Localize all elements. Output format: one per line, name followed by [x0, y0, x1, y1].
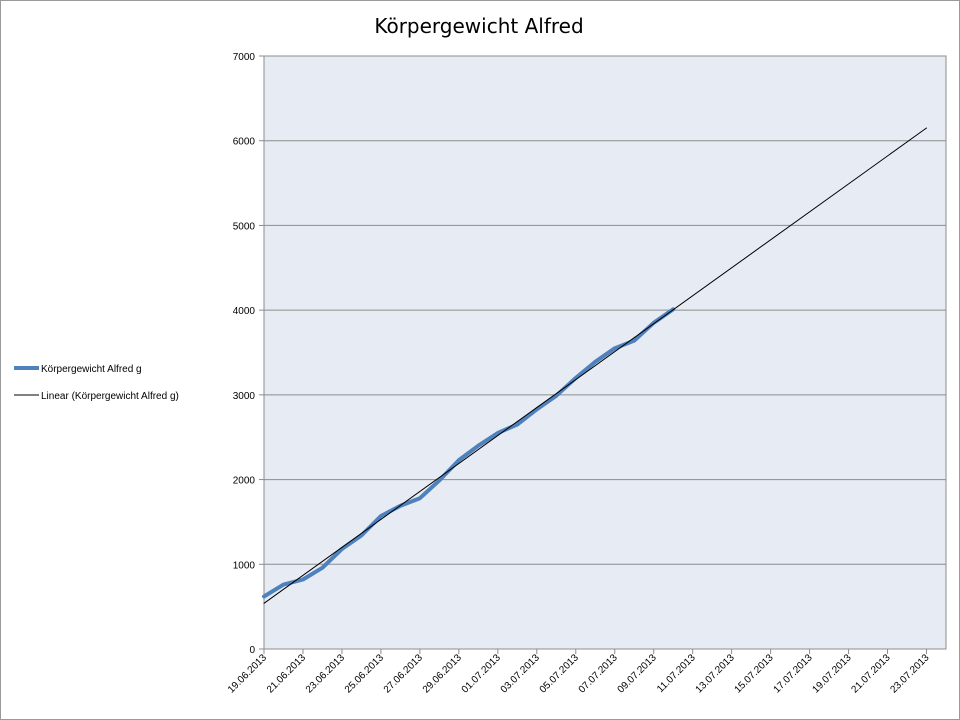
x-tick-label: 17.07.2013 [772, 652, 815, 695]
y-tick-label: 1000 [233, 560, 256, 571]
x-tick-label: 19.07.2013 [811, 652, 854, 695]
y-tick-label: 7000 [233, 52, 256, 63]
y-axis-ticks: 0 1000 2000 3000 4000 5000 6000 7000 [233, 52, 264, 656]
y-tick-label: 3000 [233, 391, 256, 402]
chart-title: Körpergewicht Alfred [374, 14, 583, 38]
x-tick-label: 13.07.2013 [694, 652, 737, 695]
x-tick-label: 23.06.2013 [304, 652, 347, 695]
x-tick-label: 25.06.2013 [343, 652, 386, 695]
x-tick-label: 03.07.2013 [499, 652, 542, 695]
x-tick-label: 21.07.2013 [849, 652, 892, 695]
x-tick-label: 11.07.2013 [655, 652, 698, 695]
x-tick-label: 27.06.2013 [382, 652, 425, 695]
legend-label-series: Körpergewicht Alfred g [41, 364, 142, 375]
legend-label-trendline: Linear (Körpergewicht Alfred g) [41, 391, 179, 402]
legend: Körpergewicht Alfred g Linear (Körpergew… [14, 364, 179, 402]
x-tick-label: 19.06.2013 [226, 652, 269, 695]
x-tick-label: 23.07.2013 [888, 652, 931, 695]
gridlines [264, 55, 946, 565]
x-tick-label: 21.06.2013 [265, 652, 308, 695]
y-tick-label: 0 [249, 645, 255, 656]
trendline [263, 127, 927, 604]
series-lines [262, 127, 927, 604]
x-axis-ticks: 19.06.201321.06.201323.06.201325.06.2013… [226, 649, 932, 696]
x-tick-label: 29.06.2013 [421, 652, 464, 695]
y-tick-label: 4000 [233, 306, 256, 317]
x-tick-label: 05.07.2013 [538, 652, 581, 695]
x-tick-label: 01.07.2013 [460, 652, 503, 695]
plot-area [263, 55, 947, 650]
series-line-weight [262, 307, 676, 599]
y-tick-label: 6000 [233, 137, 256, 148]
y-tick-label: 5000 [233, 221, 256, 232]
x-tick-label: 15.07.2013 [733, 652, 776, 695]
y-tick-label: 2000 [233, 476, 256, 487]
x-tick-label: 09.07.2013 [616, 652, 659, 695]
x-tick-label: 07.07.2013 [577, 652, 620, 695]
